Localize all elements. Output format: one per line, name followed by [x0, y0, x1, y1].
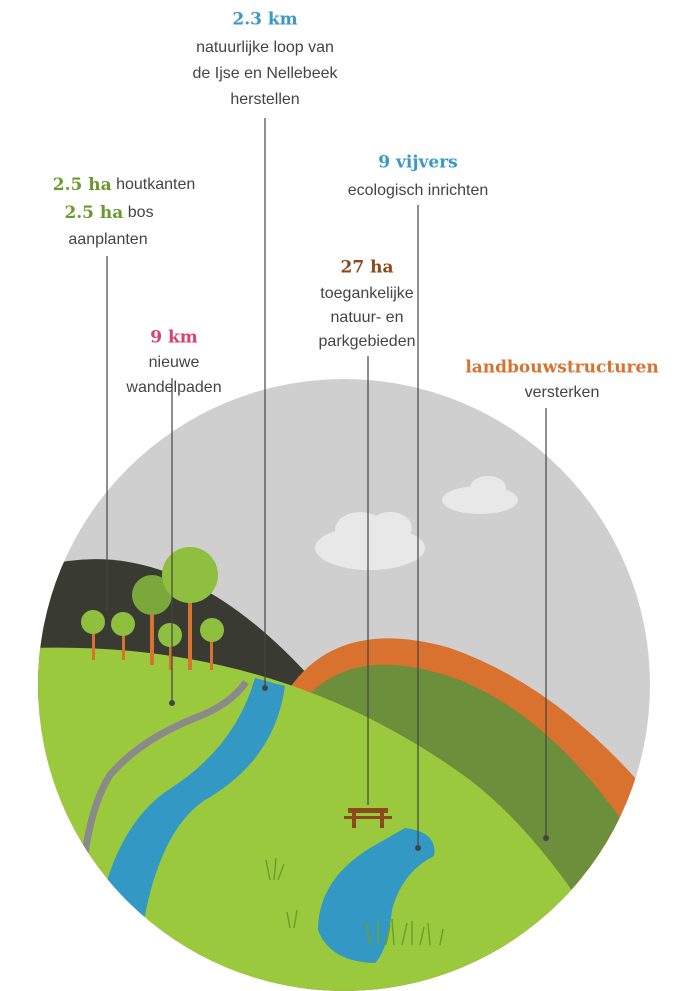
caption: versterken — [525, 384, 600, 401]
caption-row: 2.5 ha houtkanten — [53, 175, 196, 195]
caption: natuur- en — [331, 309, 404, 326]
caption: natuurlijke loop van — [196, 39, 334, 56]
caption: aanplanten — [68, 231, 147, 248]
caption: bos — [128, 204, 154, 221]
highlight: 2.3 km — [232, 10, 297, 30]
caption: houtkanten — [116, 176, 195, 193]
page: 2.3 km natuurlijke loop van de Ijse en N… — [0, 0, 691, 991]
highlight: 27 ha — [341, 258, 394, 278]
caption: wandelpaden — [125, 379, 221, 396]
highlight: 2.5 ha — [53, 175, 112, 195]
caption: toegankelijke — [320, 285, 414, 302]
highlight: landbouwstructuren — [465, 358, 658, 378]
highlight: 9 vijvers — [378, 153, 457, 173]
highlight: 2.5 ha — [64, 203, 123, 223]
highlight: 9 km — [150, 328, 198, 348]
caption: nieuwe — [149, 354, 200, 371]
callouts: 2.3 km natuurlijke loop van de Ijse en N… — [53, 10, 659, 402]
caption: ecologisch inrichten — [348, 182, 489, 199]
landscape — [0, 370, 691, 991]
infographic: 2.3 km natuurlijke loop van de Ijse en N… — [0, 0, 691, 991]
caption-row: 2.5 ha bos — [64, 203, 153, 223]
caption: parkgebieden — [319, 333, 416, 350]
caption: herstellen — [230, 91, 299, 108]
caption: de Ijse en Nellebeek — [193, 65, 339, 82]
